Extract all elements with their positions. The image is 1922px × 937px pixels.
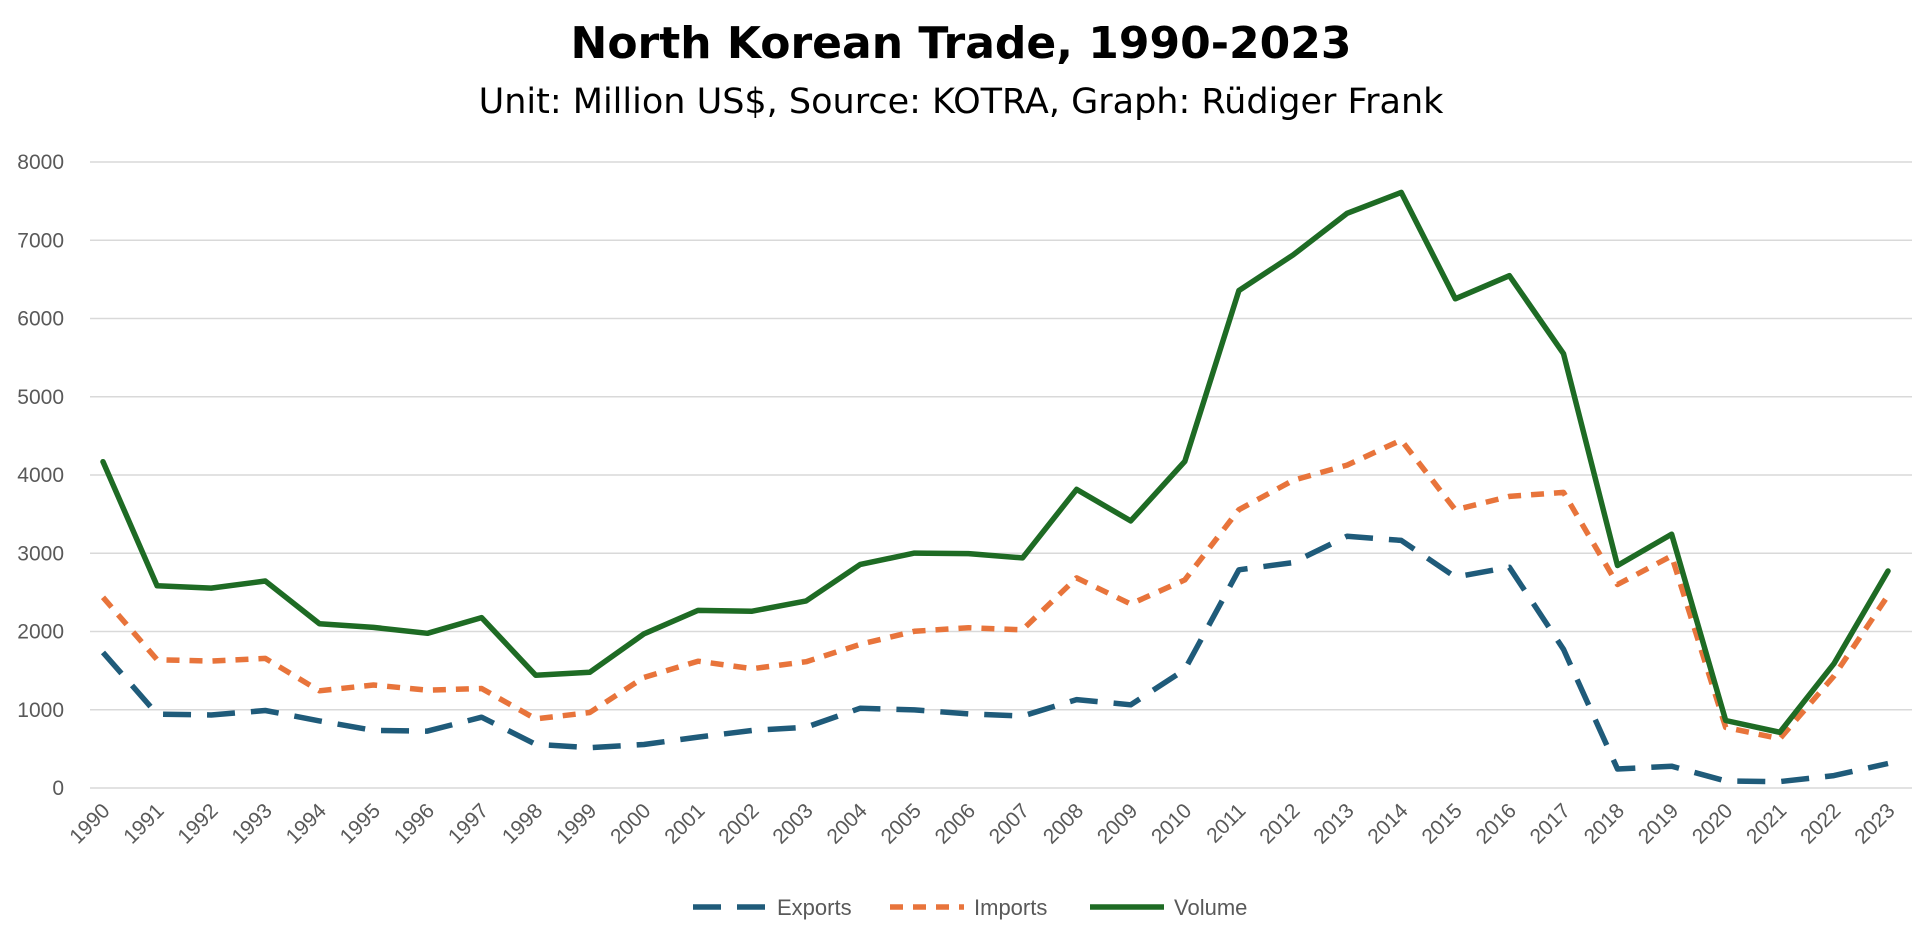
x-tick-label: 2005: [877, 799, 926, 848]
legend-label-imports: Imports: [974, 895, 1047, 920]
x-tick-label: 1992: [173, 799, 222, 848]
x-tick-label: 2023: [1850, 799, 1899, 848]
x-tick-label: 2006: [931, 799, 980, 848]
x-tick-label: 2020: [1688, 799, 1737, 848]
x-tick-label: 2004: [823, 799, 873, 849]
x-tick-label: 2014: [1363, 799, 1413, 849]
y-tick-label: 6000: [17, 308, 64, 331]
x-tick-label: 2019: [1634, 799, 1683, 848]
x-tick-label: 2015: [1418, 799, 1467, 848]
legend-label-exports: Exports: [777, 895, 852, 920]
x-tick-label: 1999: [552, 799, 601, 848]
x-tick-label: 1993: [228, 799, 277, 848]
x-tick-label: 2007: [985, 799, 1034, 848]
x-tick-label: 1991: [119, 799, 168, 848]
series-line-imports: [100, 437, 1891, 742]
y-axis-ticks: 0 1000 2000 3000 4000 5000 6000 7000 8000: [17, 151, 64, 800]
x-tick-label: 1990: [65, 799, 114, 848]
x-tick-label: 2001: [660, 799, 709, 848]
x-tick-label: 2012: [1255, 799, 1304, 848]
y-tick-label: 4000: [17, 464, 64, 487]
chart-title: North Korean Trade, 1990-2023: [570, 18, 1352, 69]
chart-subtitle: Unit: Million US$, Source: KOTRA, Graph:…: [478, 82, 1444, 122]
x-axis-ticks: 1990 1991 1992 1993 1994 1995 1996 1997 1998 1999…: [65, 799, 1899, 849]
legend-label-volume: Volume: [1174, 895, 1247, 920]
x-tick-label: 1994: [282, 799, 332, 849]
series-lines: [100, 189, 1891, 785]
y-tick-label: 8000: [17, 151, 64, 174]
x-tick-label: 2022: [1796, 799, 1845, 848]
gridlines: [90, 161, 1912, 789]
x-tick-label: 1998: [498, 799, 547, 848]
series-line-volume: [100, 189, 1891, 736]
x-tick-label: 2008: [1039, 799, 1088, 848]
y-tick-label: 2000: [17, 621, 64, 644]
x-tick-label: 2016: [1472, 799, 1521, 848]
y-tick-label: 1000: [17, 699, 64, 722]
x-tick-label: 2002: [714, 799, 763, 848]
x-tick-label: 2018: [1580, 799, 1629, 848]
y-tick-label: 7000: [17, 229, 64, 252]
y-tick-label: 3000: [17, 542, 64, 565]
x-tick-label: 1997: [444, 799, 493, 848]
y-tick-label: 5000: [17, 386, 64, 409]
x-tick-label: 2017: [1526, 799, 1575, 848]
x-tick-label: 2003: [768, 799, 817, 848]
x-tick-label: 2000: [606, 799, 655, 848]
y-tick-label: 0: [52, 777, 64, 800]
x-tick-label: 2010: [1147, 799, 1196, 848]
legend: Exports Imports Volume: [693, 895, 1247, 920]
x-tick-label: 2009: [1093, 799, 1142, 848]
series-line-exports: [100, 533, 1889, 785]
x-tick-label: 2013: [1309, 799, 1358, 848]
x-tick-label: 2021: [1742, 799, 1791, 848]
x-tick-label: 2011: [1202, 799, 1250, 847]
x-tick-label: 1996: [390, 799, 439, 848]
x-tick-label: 1995: [336, 799, 385, 848]
